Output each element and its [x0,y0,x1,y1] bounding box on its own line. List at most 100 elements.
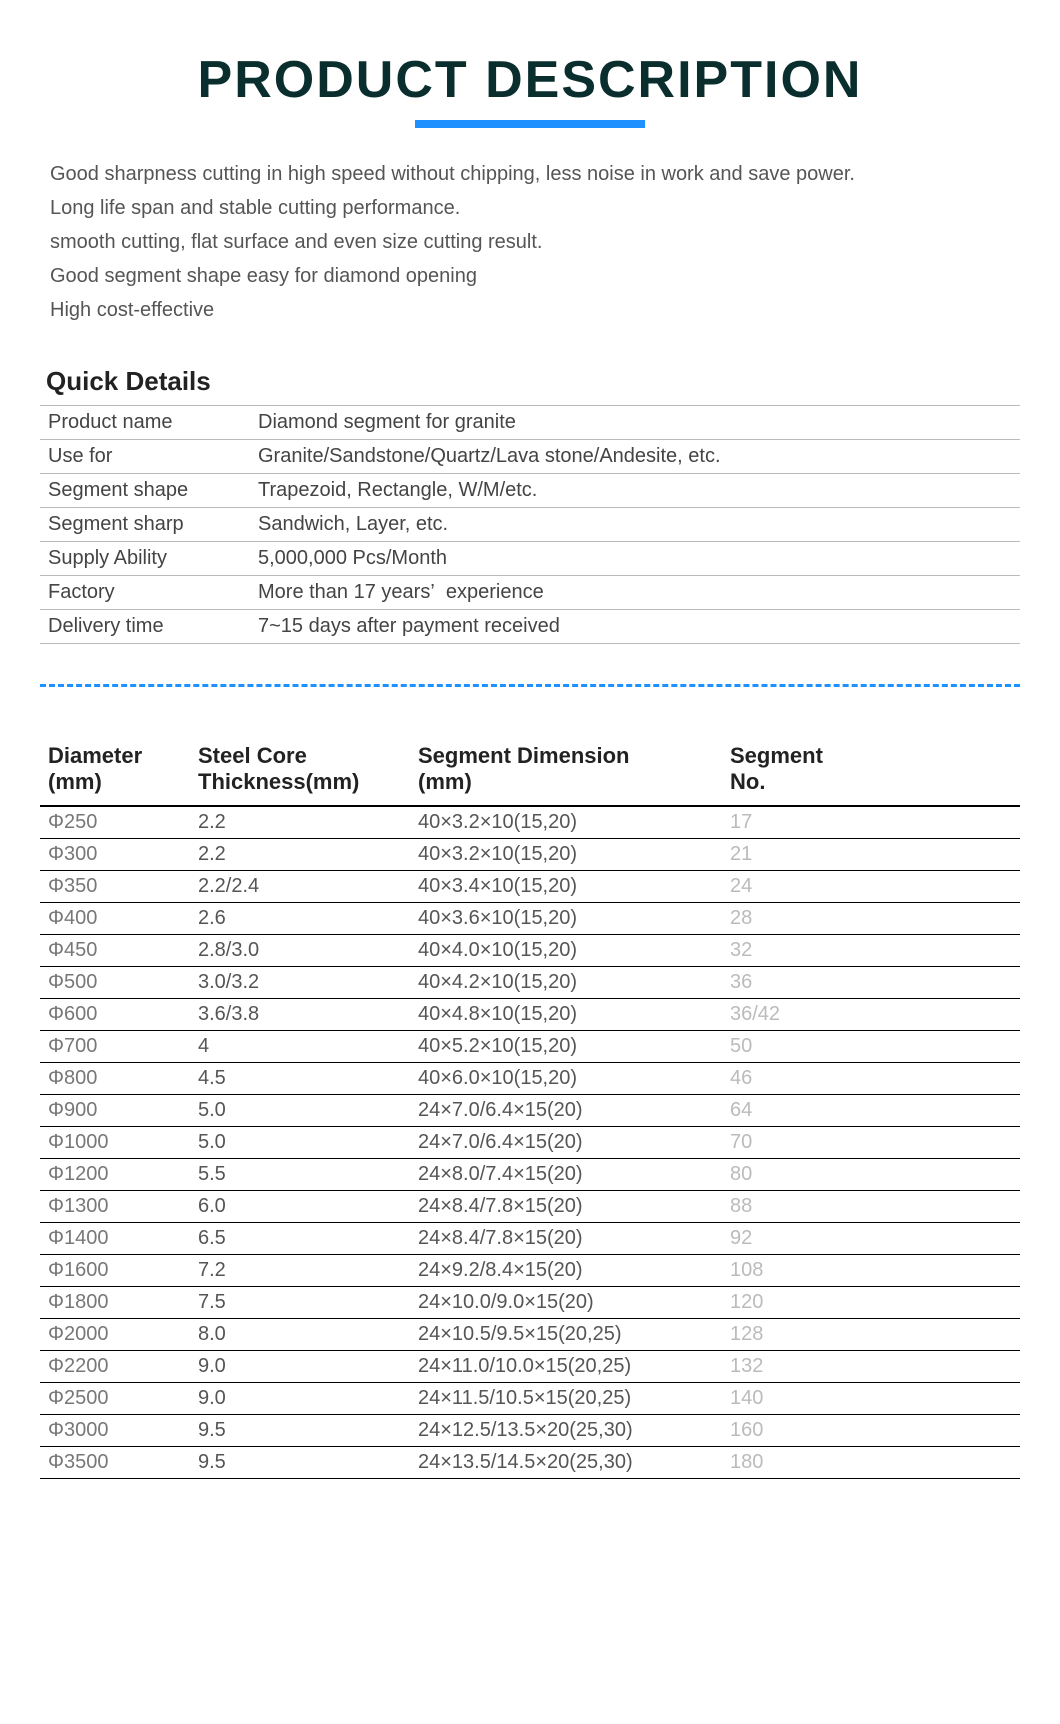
spec-cell-segment-no: 46 [720,1063,1020,1095]
spec-row: Φ16007.224×9.2/8.4×15(20)108 [40,1255,1020,1287]
description-line: High cost-effective [50,294,1010,326]
spec-cell-diameter: Φ1800 [40,1287,190,1319]
spec-row: Φ35009.524×13.5/14.5×20(25,30)180 [40,1447,1020,1479]
spec-cell-diameter: Φ3500 [40,1447,190,1479]
spec-cell-segment-no: 92 [720,1223,1020,1255]
spec-cell-diameter: Φ600 [40,999,190,1031]
description-list: Good sharpness cutting in high speed wit… [50,158,1010,326]
spec-cell-diameter: Φ900 [40,1095,190,1127]
quick-detail-value: Trapezoid, Rectangle, W/M/etc. [250,474,1020,508]
spec-row: Φ4002.640×3.6×10(15,20)28 [40,903,1020,935]
spec-cell-dimension: 40×3.6×10(15,20) [410,903,720,935]
spec-cell-dimension: 24×10.5/9.5×15(20,25) [410,1319,720,1351]
spec-cell-thickness: 6.5 [190,1223,410,1255]
spec-cell-dimension: 40×3.2×10(15,20) [410,806,720,839]
spec-cell-dimension: 40×4.0×10(15,20) [410,935,720,967]
spec-cell-thickness: 6.0 [190,1191,410,1223]
spec-cell-thickness: 9.0 [190,1383,410,1415]
spec-cell-dimension: 40×5.2×10(15,20) [410,1031,720,1063]
spec-cell-segment-no: 70 [720,1127,1020,1159]
spec-cell-dimension: 24×8.0/7.4×15(20) [410,1159,720,1191]
spec-cell-segment-no: 32 [720,935,1020,967]
spec-cell-dimension: 24×10.0/9.0×15(20) [410,1287,720,1319]
spec-cell-diameter: Φ1200 [40,1159,190,1191]
title-underline [415,120,645,128]
spec-row: Φ18007.524×10.0/9.0×15(20)120 [40,1287,1020,1319]
quick-detail-row: Supply Ability5,000,000 Pcs/Month [40,542,1020,576]
spec-cell-thickness: 3.0/3.2 [190,967,410,999]
spec-cell-segment-no: 24 [720,871,1020,903]
spec-cell-diameter: Φ700 [40,1031,190,1063]
quick-detail-value: Sandwich, Layer, etc. [250,508,1020,542]
spec-cell-segment-no: 36 [720,967,1020,999]
spec-cell-dimension: 24×12.5/13.5×20(25,30) [410,1415,720,1447]
spec-header-segment-no: SegmentNo. [720,737,1020,806]
spec-cell-diameter: Φ1300 [40,1191,190,1223]
spec-cell-thickness: 2.2 [190,806,410,839]
spec-row: Φ20008.024×10.5/9.5×15(20,25)128 [40,1319,1020,1351]
spec-cell-segment-no: 108 [720,1255,1020,1287]
spec-cell-segment-no: 128 [720,1319,1020,1351]
spec-header-diameter: Diameter(mm) [40,737,190,806]
page-title: PRODUCT DESCRIPTION [198,50,863,120]
spec-cell-dimension: 24×11.5/10.5×15(20,25) [410,1383,720,1415]
description-line: Good sharpness cutting in high speed wit… [50,158,1010,190]
spec-cell-diameter: Φ2500 [40,1383,190,1415]
spec-cell-diameter: Φ450 [40,935,190,967]
spec-cell-diameter: Φ400 [40,903,190,935]
spec-header-row: Diameter(mm) Steel CoreThickness(mm) Seg… [40,737,1020,806]
spec-cell-thickness: 9.5 [190,1447,410,1479]
description-line: smooth cutting, flat surface and even si… [50,226,1010,258]
spec-cell-segment-no: 50 [720,1031,1020,1063]
section-divider [40,684,1020,687]
spec-cell-segment-no: 21 [720,839,1020,871]
description-line: Long life span and stable cutting perfor… [50,192,1010,224]
spec-cell-segment-no: 64 [720,1095,1020,1127]
quick-detail-label: Delivery time [40,610,250,644]
spec-cell-thickness: 2.2/2.4 [190,871,410,903]
spec-row: Φ8004.540×6.0×10(15,20)46 [40,1063,1020,1095]
quick-detail-value: Granite/Sandstone/Quartz/Lava stone/Ande… [250,440,1020,474]
quick-detail-value: Diamond segment for granite [250,406,1020,440]
spec-row: Φ6003.6/3.840×4.8×10(15,20)36/42 [40,999,1020,1031]
spec-cell-diameter: Φ1400 [40,1223,190,1255]
quick-detail-value: More than 17 years’ experience [250,576,1020,610]
quick-detail-label: Use for [40,440,250,474]
spec-cell-diameter: Φ500 [40,967,190,999]
spec-cell-thickness: 3.6/3.8 [190,999,410,1031]
title-section: PRODUCT DESCRIPTION [40,50,1020,128]
spec-row: Φ3002.240×3.2×10(15,20)21 [40,839,1020,871]
quick-detail-label: Segment shape [40,474,250,508]
spec-cell-thickness: 2.2 [190,839,410,871]
quick-detail-label: Segment sharp [40,508,250,542]
spec-cell-dimension: 40×4.8×10(15,20) [410,999,720,1031]
spec-cell-diameter: Φ350 [40,871,190,903]
quick-detail-label: Product name [40,406,250,440]
spec-cell-segment-no: 80 [720,1159,1020,1191]
spec-cell-thickness: 9.5 [190,1415,410,1447]
spec-cell-dimension: 24×7.0/6.4×15(20) [410,1127,720,1159]
spec-cell-segment-no: 160 [720,1415,1020,1447]
spec-cell-diameter: Φ800 [40,1063,190,1095]
spec-cell-segment-no: 36/42 [720,999,1020,1031]
spec-cell-diameter: Φ2200 [40,1351,190,1383]
spec-cell-thickness: 2.8/3.0 [190,935,410,967]
spec-cell-thickness: 2.6 [190,903,410,935]
quick-detail-value: 7~15 days after payment received [250,610,1020,644]
spec-row: Φ2502.240×3.2×10(15,20)17 [40,806,1020,839]
spec-cell-dimension: 24×8.4/7.8×15(20) [410,1223,720,1255]
spec-cell-diameter: Φ2000 [40,1319,190,1351]
spec-table: Diameter(mm) Steel CoreThickness(mm) Seg… [40,737,1020,1479]
spec-cell-segment-no: 180 [720,1447,1020,1479]
spec-cell-thickness: 4.5 [190,1063,410,1095]
spec-cell-thickness: 5.0 [190,1095,410,1127]
spec-cell-dimension: 24×9.2/8.4×15(20) [410,1255,720,1287]
spec-header-dimension: Segment Dimension(mm) [410,737,720,806]
spec-row: Φ700440×5.2×10(15,20)50 [40,1031,1020,1063]
spec-row: Φ14006.524×8.4/7.8×15(20)92 [40,1223,1020,1255]
description-line: Good segment shape easy for diamond open… [50,260,1010,292]
quick-detail-row: Delivery time7~15 days after payment rec… [40,610,1020,644]
spec-row: Φ4502.8/3.040×4.0×10(15,20)32 [40,935,1020,967]
spec-row: Φ30009.524×12.5/13.5×20(25,30)160 [40,1415,1020,1447]
spec-row: Φ25009.024×11.5/10.5×15(20,25)140 [40,1383,1020,1415]
